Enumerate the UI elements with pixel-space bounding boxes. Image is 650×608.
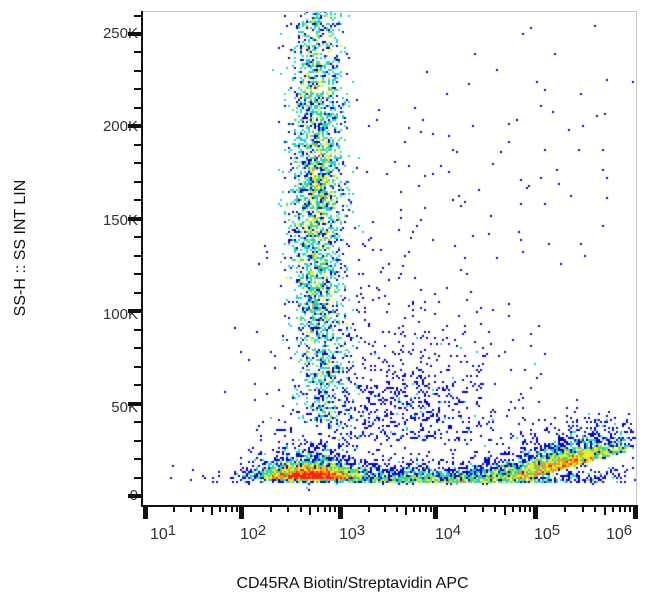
x-tick <box>317 506 320 512</box>
x-tick <box>334 506 337 512</box>
x-tick <box>529 506 532 512</box>
x-axis-title: CD45RA Biotin/Streptavidin APC <box>236 575 469 592</box>
x-tick <box>239 506 244 519</box>
x-tick <box>235 506 238 512</box>
x-tick-label: 101 <box>150 522 177 543</box>
plot-area <box>142 11 637 505</box>
x-tick <box>433 506 438 519</box>
x-tick-label: 102 <box>240 522 267 543</box>
y-axis-title: SS-H :: SS INT LIN <box>12 179 29 317</box>
x-tick <box>338 506 343 519</box>
x-tick <box>429 506 432 512</box>
x-tick-label: 106 <box>606 522 633 543</box>
x-tick <box>396 506 399 512</box>
x-tick <box>384 506 387 512</box>
x-tick <box>633 506 638 519</box>
x-tick <box>211 506 214 515</box>
y-tick <box>134 14 142 17</box>
x-tick <box>481 506 484 512</box>
y-tick <box>134 291 142 294</box>
x-tick <box>594 506 597 512</box>
y-tick <box>128 32 142 36</box>
y-tick <box>134 273 142 276</box>
x-tick <box>518 506 521 512</box>
x-tick <box>611 506 614 512</box>
x-tick <box>201 506 204 512</box>
y-tick <box>134 69 142 72</box>
x-tick <box>172 506 175 512</box>
x-tick <box>419 506 422 512</box>
x-axis-line <box>141 505 638 507</box>
x-tick <box>299 506 302 512</box>
y-tick <box>134 384 142 387</box>
x-tick <box>230 506 233 512</box>
y-tick <box>134 439 142 442</box>
y-tick <box>134 254 142 257</box>
x-tick <box>412 506 415 512</box>
x-tick <box>624 506 627 512</box>
y-tick <box>128 309 142 314</box>
x-tick <box>629 506 632 512</box>
y-axis-line <box>141 11 143 507</box>
y-tick <box>128 401 142 406</box>
x-tick <box>309 506 312 515</box>
x-tick <box>503 506 506 515</box>
x-tick <box>405 506 408 515</box>
y-tick-label: 150K <box>102 212 138 229</box>
x-tick <box>464 506 467 512</box>
x-tick <box>329 506 332 512</box>
x-tick <box>524 506 527 512</box>
x-tick <box>618 506 621 512</box>
x-tick <box>581 506 584 512</box>
x-tick <box>564 506 567 512</box>
y-tick <box>134 180 142 183</box>
y-tick <box>134 88 142 91</box>
x-tick <box>533 506 538 519</box>
x-tick <box>424 506 427 512</box>
y-tick <box>134 328 142 331</box>
y-tick <box>134 199 142 202</box>
x-tick-label: 105 <box>534 522 561 543</box>
x-tick <box>494 506 497 512</box>
x-tick <box>225 506 228 512</box>
x-tick <box>189 506 192 512</box>
x-tick <box>143 506 148 519</box>
y-tick-label: 250K <box>102 25 138 42</box>
x-tick <box>287 506 290 512</box>
y-tick <box>134 106 142 109</box>
y-tick <box>134 421 142 424</box>
y-tick <box>128 494 142 498</box>
x-tick <box>269 506 272 512</box>
x-tick <box>323 506 326 512</box>
y-tick <box>134 476 142 479</box>
y-tick <box>134 162 142 165</box>
x-tick <box>603 506 606 515</box>
y-tick-label: 200K <box>102 118 138 135</box>
y-tick <box>134 458 142 461</box>
y-tick <box>128 124 142 129</box>
y-tick <box>134 143 142 146</box>
x-tick <box>218 506 221 512</box>
y-tick <box>134 236 142 239</box>
y-tick <box>128 216 142 221</box>
x-tick <box>511 506 514 512</box>
y-tick <box>134 365 142 368</box>
x-tick-label: 103 <box>339 522 366 543</box>
y-tick <box>134 347 142 350</box>
x-tick-label: 104 <box>435 522 462 543</box>
x-tick <box>367 506 370 512</box>
y-tick <box>134 51 142 54</box>
